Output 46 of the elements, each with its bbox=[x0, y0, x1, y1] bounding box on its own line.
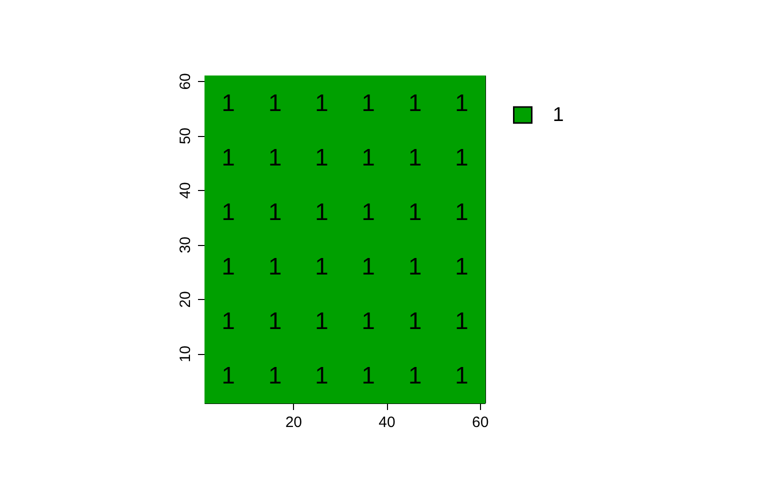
data-label: 1 bbox=[268, 90, 282, 117]
data-label: 1 bbox=[408, 90, 422, 117]
data-label: 1 bbox=[314, 362, 328, 390]
data-label: 1 bbox=[314, 253, 328, 280]
data-label: 1 bbox=[222, 362, 236, 390]
data-label: 1 bbox=[362, 144, 376, 172]
data-label: 1 bbox=[268, 308, 282, 335]
data-label: 1 bbox=[222, 144, 236, 172]
x-tick-label: 60 bbox=[472, 414, 489, 431]
data-label: 1 bbox=[268, 362, 282, 390]
data-label: 1 bbox=[222, 90, 236, 117]
y-tick-label: 10 bbox=[177, 346, 194, 362]
data-label: 1 bbox=[454, 308, 468, 335]
data-label: 1 bbox=[268, 198, 282, 226]
x-tick-label: 40 bbox=[378, 414, 396, 431]
data-label: 1 bbox=[222, 308, 236, 335]
y-tick-label: 20 bbox=[177, 291, 194, 308]
data-label: 1 bbox=[268, 253, 282, 280]
data-label: 1 bbox=[454, 144, 468, 172]
data-label: 1 bbox=[408, 144, 422, 172]
y-tick-label: 40 bbox=[177, 182, 194, 199]
data-label: 1 bbox=[314, 144, 328, 172]
data-label: 1 bbox=[454, 198, 468, 226]
data-label: 1 bbox=[314, 198, 328, 226]
data-label: 1 bbox=[454, 90, 468, 117]
data-label: 1 bbox=[408, 362, 422, 390]
legend-label: 1 bbox=[552, 104, 564, 126]
data-label: 1 bbox=[454, 253, 468, 280]
data-label: 1 bbox=[454, 362, 468, 390]
y-tick-label: 60 bbox=[177, 73, 194, 90]
data-label: 1 bbox=[362, 362, 376, 390]
data-label: 1 bbox=[314, 308, 328, 335]
data-label: 1 bbox=[222, 253, 236, 280]
data-label: 1 bbox=[222, 198, 236, 226]
data-label: 1 bbox=[362, 308, 376, 335]
data-label: 1 bbox=[268, 144, 282, 172]
data-label: 1 bbox=[408, 308, 422, 335]
data-label: 1 bbox=[362, 90, 376, 117]
data-label: 1 bbox=[314, 90, 328, 117]
data-label: 1 bbox=[362, 253, 376, 280]
data-label: 1 bbox=[362, 198, 376, 226]
data-label: 1 bbox=[408, 198, 422, 226]
y-tick-label: 50 bbox=[177, 128, 194, 144]
x-tick-label: 20 bbox=[285, 414, 302, 431]
y-tick-label: 30 bbox=[177, 236, 194, 254]
data-label: 1 bbox=[408, 253, 422, 280]
